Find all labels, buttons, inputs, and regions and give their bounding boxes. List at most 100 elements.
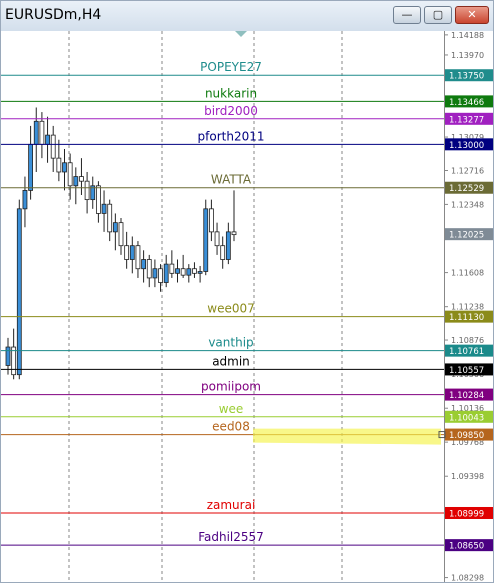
- level-name-label: eed08: [212, 420, 250, 434]
- price-tick-label: 1.11608: [451, 269, 484, 278]
- candle-body: [79, 176, 84, 182]
- level-name-label: vanthip: [208, 336, 253, 350]
- highlight-marker: [253, 428, 441, 445]
- candle-body: [39, 120, 45, 145]
- level-name-label: admin: [212, 354, 250, 368]
- candle-body: [203, 208, 209, 272]
- chart-shift-icon[interactable]: [235, 31, 247, 37]
- chart-canvas[interactable]: 1.141881.139701.134961.130791.127161.123…: [1, 31, 493, 582]
- level-price-label: 1.08999: [449, 509, 484, 519]
- level-handle[interactable]: [438, 431, 446, 439]
- candle-body: [16, 208, 22, 376]
- candle-body: [50, 134, 56, 159]
- price-chart[interactable]: 1.141881.139701.134961.130791.127161.123…: [1, 31, 493, 582]
- price-tick-label: 1.13079: [451, 133, 484, 142]
- price-tick-label: 1.08298: [451, 574, 484, 582]
- price-tick-label: 1.09398: [451, 472, 484, 481]
- candle-body: [33, 120, 39, 145]
- candle-body: [220, 245, 226, 260]
- price-tick-label: 1.12348: [451, 200, 484, 209]
- level-price-tag: [445, 344, 493, 357]
- level-price-tag: [445, 539, 493, 552]
- level-price-tag: [445, 69, 493, 82]
- window-title: EURUSDm,H4: [5, 7, 102, 23]
- candle-body: [107, 203, 113, 233]
- level-name-label: WATTA: [211, 173, 252, 187]
- level-price-label: 1.12529: [449, 184, 484, 194]
- level-price-label: 1.13750: [449, 72, 484, 82]
- candle-body: [56, 157, 62, 173]
- candle-body: [180, 268, 186, 276]
- level-price-label: 1.09850: [449, 431, 484, 441]
- candle-body: [146, 259, 152, 279]
- maximize-button[interactable]: ▢: [424, 6, 452, 24]
- price-tick-label: 1.10876: [451, 336, 484, 345]
- candle-body: [96, 185, 101, 214]
- level-price-tag: [445, 506, 493, 519]
- level-price-tag: [445, 428, 493, 441]
- level-name-label: pomiipom: [201, 380, 261, 394]
- level-name-label: Fadhil2557: [198, 530, 264, 544]
- candle-body: [124, 245, 130, 260]
- close-button[interactable]: ✕: [455, 6, 489, 24]
- candle-body: [73, 176, 79, 187]
- level-price-label: 1.11130: [449, 313, 484, 323]
- level-price-tag: [445, 410, 493, 423]
- level-price-tag: [445, 138, 493, 151]
- level-name-label: pforth2011: [198, 129, 265, 143]
- candle-body: [129, 245, 135, 260]
- candle-body: [67, 162, 73, 187]
- candle-body: [11, 346, 17, 376]
- level-name-label: zamurai: [207, 498, 256, 512]
- level-price-label: 1.13466: [449, 98, 484, 108]
- level-price-tag: [445, 310, 493, 323]
- price-tick-label: 1.14188: [451, 31, 484, 40]
- price-tick-label: 1.12716: [451, 167, 484, 176]
- level-price-label: 1.10043: [449, 413, 484, 423]
- candle-body: [197, 271, 203, 274]
- price-tick-label: 1.10136: [451, 404, 484, 413]
- candle-body: [112, 222, 118, 233]
- candle-body: [90, 185, 96, 201]
- candle-body: [5, 346, 11, 366]
- candle-body: [192, 268, 197, 274]
- level-price-label: 1.10761: [449, 347, 484, 357]
- candle-body: [135, 245, 141, 270]
- candle-body: [175, 268, 180, 274]
- candle-body: [163, 263, 169, 283]
- level-price-label: 1.10557: [449, 366, 484, 376]
- level-price-label: 1.08650: [449, 542, 484, 552]
- candle-body: [158, 268, 163, 283]
- candle-body: [214, 231, 220, 247]
- level-name-label: POPEYE27: [200, 60, 262, 74]
- minimize-button[interactable]: —: [393, 6, 421, 24]
- candle-body: [84, 180, 90, 201]
- candle-body: [118, 222, 124, 247]
- current-price-tag: [445, 228, 493, 241]
- level-price-label: 1.13000: [449, 141, 484, 151]
- level-name-label: wee007: [207, 302, 254, 316]
- candle-body: [141, 259, 147, 270]
- level-price-tag: [445, 363, 493, 376]
- candle-body: [62, 162, 67, 173]
- candle-body: [22, 190, 28, 210]
- candle-body: [101, 203, 107, 214]
- candle-body: [28, 143, 34, 191]
- price-tick-label: 1.13970: [451, 51, 484, 60]
- candle-body: [186, 268, 192, 276]
- title-bar[interactable]: EURUSDm,H4 — ▢ ✕: [1, 1, 493, 31]
- candle-body: [169, 263, 175, 274]
- price-tick-label: 1.09768: [451, 438, 484, 447]
- level-price-tag: [445, 388, 493, 401]
- level-price-tag: [445, 181, 493, 194]
- level-price-tag: [445, 112, 493, 125]
- level-name-label: nukkarin: [205, 86, 257, 100]
- level-name-label: bird2000: [204, 104, 258, 118]
- candle-body: [231, 231, 237, 236]
- current-price-label: 1.12025: [449, 231, 484, 241]
- level-price-tag: [445, 95, 493, 108]
- price-tick-label: 1.11238: [451, 303, 484, 312]
- candle-body: [225, 231, 231, 260]
- candle-body: [45, 134, 50, 145]
